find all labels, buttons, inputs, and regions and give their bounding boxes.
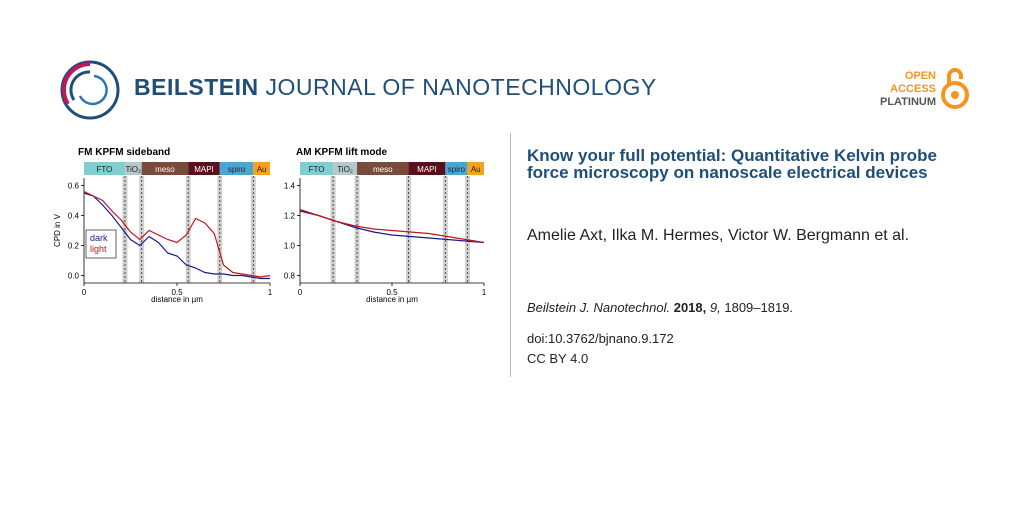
y-tick-label: 1.4 <box>284 182 296 191</box>
legend-entry: dark <box>90 233 108 243</box>
citation-volume: 9, <box>709 300 721 315</box>
layer-band <box>333 162 358 175</box>
chart-title: AM KPFM lift mode <box>296 147 388 158</box>
open-access-badge: OPEN ACCESS PLATINUM <box>880 70 936 109</box>
journal-abbrev: Beilstein J. Nanotechnol. <box>527 300 671 315</box>
layer-band <box>253 162 270 175</box>
beilstein-logo-icon[interactable] <box>58 58 122 122</box>
layer-band <box>141 162 189 175</box>
x-axis-label: distance in µm <box>151 295 203 304</box>
layer-label: TiO₂ <box>337 165 353 174</box>
license[interactable]: CC BY 4.0 <box>527 351 589 366</box>
layer-label: spiro <box>228 165 246 174</box>
y-tick-label: 0.0 <box>68 272 80 281</box>
legend-entry: light <box>90 244 107 254</box>
layer-band <box>467 162 484 175</box>
layer-band <box>188 162 220 175</box>
y-tick-label: 1.2 <box>284 212 296 221</box>
article-title[interactable]: Know your full potential: Quantitative K… <box>527 146 937 182</box>
layer-label: Au <box>471 165 481 174</box>
x-axis-label: distance in µm <box>366 295 418 304</box>
divider <box>510 133 511 377</box>
graphical-abstract[interactable]: FM KPFM sideband FTO TiO₂ meso MAPI spiro Au 0 0… <box>50 140 495 330</box>
journal-name-bold: BEILSTEIN <box>134 74 259 100</box>
journal-name-rest: JOURNAL OF NANOTECHNOLOGY <box>258 74 657 100</box>
series-line-light <box>83 190 271 278</box>
x-tick-label: 0 <box>82 288 87 297</box>
layer-label: MAPI <box>417 165 437 174</box>
x-tick-label: 0.5 <box>386 288 398 297</box>
chart-title: FM KPFM sideband <box>78 147 170 158</box>
header: BEILSTEIN JOURNAL OF NANOTECHNOLOGY OPEN… <box>0 0 1024 120</box>
layer-label: Au <box>257 165 267 174</box>
article-authors: Amelie Axt, Ilka M. Hermes, Victor W. Be… <box>527 227 910 244</box>
series-line-light <box>299 208 485 244</box>
x-tick-label: 0.5 <box>171 288 183 297</box>
y-tick-label: 0.6 <box>68 182 80 191</box>
journal-name[interactable]: BEILSTEIN JOURNAL OF NANOTECHNOLOGY <box>134 74 657 101</box>
x-tick-label: 1 <box>268 288 273 297</box>
layer-band <box>300 162 334 175</box>
layer-label: FTO <box>309 165 325 174</box>
open-access-lock-icon <box>941 68 969 109</box>
citation-pages: 1809–1819. <box>724 300 794 315</box>
y-tick-label: 1.0 <box>284 242 296 251</box>
y-axis-label: CPD in V <box>53 213 62 247</box>
oa-line-access: ACCESS <box>890 83 936 95</box>
y-tick-label: 0.8 <box>284 272 296 281</box>
layer-label: MAPI <box>194 165 214 174</box>
layer-band <box>124 162 142 175</box>
layer-band <box>357 162 409 175</box>
oa-line-platinum: PLATINUM <box>879 96 936 108</box>
doi[interactable]: doi:10.3762/bjnano.9.172 <box>527 331 674 346</box>
layer-band <box>219 162 254 175</box>
legend-box <box>85 229 117 259</box>
layer-band <box>408 162 446 175</box>
series-line-dark <box>83 192 270 280</box>
y-tick-label: 0.4 <box>68 212 80 221</box>
layer-label: spiro <box>448 165 466 174</box>
layer-band <box>445 162 468 175</box>
layer-label: meso <box>373 165 393 174</box>
citation-year: 2018, <box>673 300 707 315</box>
oa-line-open: OPEN <box>904 70 936 82</box>
x-tick-label: 1 <box>482 288 487 297</box>
layer-label: meso <box>155 165 175 174</box>
layer-label: TiO₂ <box>125 165 141 174</box>
y-tick-label: 0.2 <box>68 242 80 251</box>
x-tick-label: 0 <box>298 288 303 297</box>
layer-label: FTO <box>97 165 113 174</box>
layer-band <box>84 162 125 175</box>
citation: Beilstein J. Nanotechnol. 2018, 9, 1809–… <box>527 300 793 315</box>
